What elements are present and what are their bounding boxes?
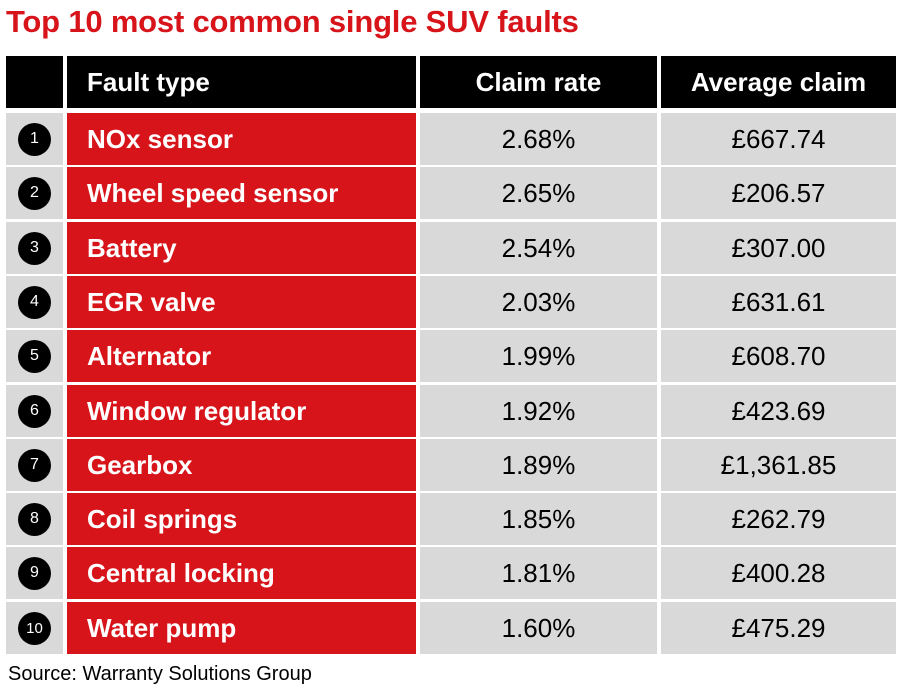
average-claim-cell: £631.61 xyxy=(661,276,896,328)
fault-type-cell: Coil springs xyxy=(67,493,416,545)
chart-title: Top 10 most common single SUV faults xyxy=(6,4,579,39)
table-row: 2 Wheel speed sensor 2.65% £206.57 xyxy=(6,167,896,219)
rank-badge: 6 xyxy=(18,394,51,428)
average-claim-cell: £667.74 xyxy=(661,113,896,165)
rank-badge: 5 xyxy=(18,339,51,373)
fault-type-cell: Central locking xyxy=(67,547,416,599)
rank-cell: 10 xyxy=(6,602,63,654)
rank-badge: 4 xyxy=(18,285,51,319)
table-row: 8 Coil springs 1.85% £262.79 xyxy=(6,493,896,545)
header-claim-rate: Claim rate xyxy=(420,56,657,108)
fault-type-cell: Window regulator xyxy=(67,385,416,437)
table-row: 1 NOx sensor 2.68% £667.74 xyxy=(6,113,896,165)
average-claim-cell: £475.29 xyxy=(661,602,896,654)
claim-rate-cell: 1.60% xyxy=(420,602,657,654)
rank-badge: 7 xyxy=(18,448,51,482)
header-average-claim: Average claim xyxy=(661,56,896,108)
rank-cell: 6 xyxy=(6,385,63,437)
fault-type-cell: Water pump xyxy=(67,602,416,654)
fault-type-cell: Alternator xyxy=(67,330,416,382)
rank-badge: 8 xyxy=(18,502,51,536)
table-row: 4 EGR valve 2.03% £631.61 xyxy=(6,276,896,328)
source-note: Source: Warranty Solutions Group xyxy=(8,663,312,685)
rank-cell: 8 xyxy=(6,493,63,545)
claim-rate-cell: 1.89% xyxy=(420,439,657,491)
fault-type-cell: NOx sensor xyxy=(67,113,416,165)
average-claim-cell: £1,361.85 xyxy=(661,439,896,491)
rank-cell: 1 xyxy=(6,113,63,165)
average-claim-cell: £307.00 xyxy=(661,222,896,274)
header-rank-cell xyxy=(6,56,63,108)
rank-cell: 3 xyxy=(6,222,63,274)
table-row: 5 Alternator 1.99% £608.70 xyxy=(6,330,896,382)
rank-cell: 9 xyxy=(6,547,63,599)
table-row: 7 Gearbox 1.89% £1,361.85 xyxy=(6,439,896,491)
table-row: 9 Central locking 1.81% £400.28 xyxy=(6,547,896,599)
fault-type-cell: EGR valve xyxy=(67,276,416,328)
average-claim-cell: £206.57 xyxy=(661,167,896,219)
rank-cell: 5 xyxy=(6,330,63,382)
fault-type-cell: Gearbox xyxy=(67,439,416,491)
header-fault-type: Fault type xyxy=(67,56,416,108)
claim-rate-cell: 1.81% xyxy=(420,547,657,599)
claim-rate-cell: 1.99% xyxy=(420,330,657,382)
table-row: 10 Water pump 1.60% £475.29 xyxy=(6,602,896,654)
claim-rate-cell: 2.68% xyxy=(420,113,657,165)
fault-type-cell: Battery xyxy=(67,222,416,274)
claim-rate-cell: 2.65% xyxy=(420,167,657,219)
rank-badge: 10 xyxy=(18,611,51,645)
claim-rate-cell: 2.54% xyxy=(420,222,657,274)
table-row: 3 Battery 2.54% £307.00 xyxy=(6,222,896,274)
claim-rate-cell: 1.92% xyxy=(420,385,657,437)
table-row: 6 Window regulator 1.92% £423.69 xyxy=(6,385,896,437)
rank-badge: 3 xyxy=(18,231,51,265)
claim-rate-cell: 1.85% xyxy=(420,493,657,545)
fault-type-cell: Wheel speed sensor xyxy=(67,167,416,219)
table-header-row: Fault type Claim rate Average claim xyxy=(6,56,896,108)
average-claim-cell: £423.69 xyxy=(661,385,896,437)
rank-cell: 4 xyxy=(6,276,63,328)
rank-badge: 9 xyxy=(18,556,51,590)
rank-cell: 2 xyxy=(6,167,63,219)
rank-badge: 2 xyxy=(18,176,51,210)
rank-badge: 1 xyxy=(18,122,51,156)
claim-rate-cell: 2.03% xyxy=(420,276,657,328)
average-claim-cell: £262.79 xyxy=(661,493,896,545)
rank-cell: 7 xyxy=(6,439,63,491)
average-claim-cell: £400.28 xyxy=(661,547,896,599)
average-claim-cell: £608.70 xyxy=(661,330,896,382)
